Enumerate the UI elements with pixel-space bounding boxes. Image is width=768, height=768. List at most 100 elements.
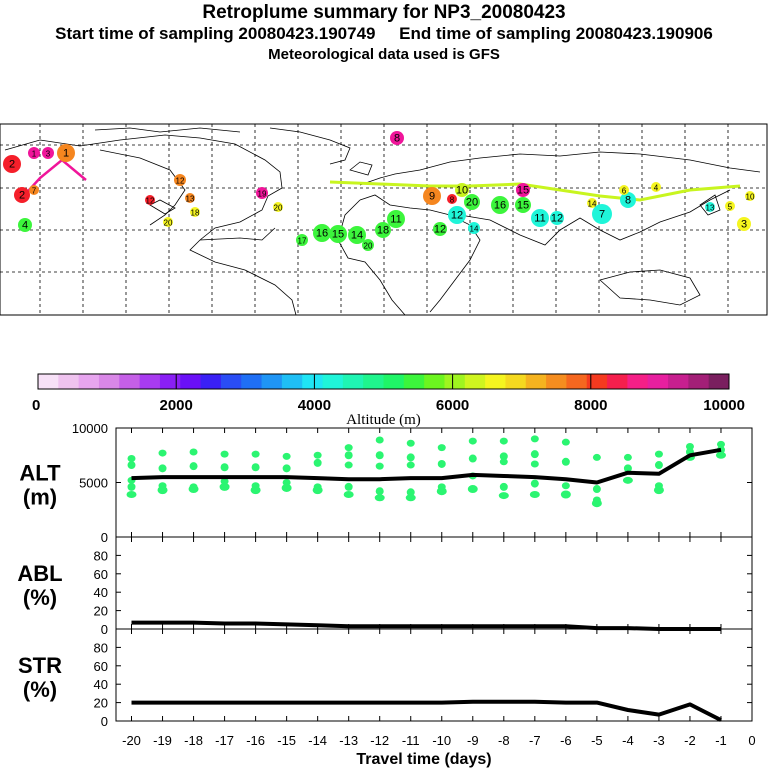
map-marker-dot [28, 147, 40, 159]
map-marker-dot [348, 226, 366, 244]
alt-scatter-point [375, 436, 384, 444]
abl-label: ABL [17, 561, 62, 586]
map-marker-dot [491, 196, 509, 214]
map-marker-label: 11 [534, 213, 545, 225]
map-marker-dot [390, 131, 404, 145]
alt-scatter-point [653, 486, 664, 495]
map-marker-label: 15 [517, 200, 529, 212]
map-marker: 6 [619, 185, 629, 196]
map-marker-dot [468, 222, 480, 234]
alt-scatter-point [375, 451, 384, 460]
map-marker-label: 1 [63, 148, 69, 160]
map-marker-dot [18, 218, 32, 232]
alt-scatter-point [592, 453, 601, 461]
alt-scatter-point [468, 454, 477, 463]
alt-scatter-point [530, 435, 539, 443]
map-marker: 11 [531, 209, 549, 227]
alt-scatter-point [499, 437, 508, 445]
map-marker-dot [57, 144, 75, 162]
map-marker: 15 [516, 183, 530, 197]
alt-scatter-point [127, 482, 136, 491]
abl-line [131, 620, 721, 631]
x-tick-label: -1 [715, 733, 727, 748]
map-marker-dot [745, 191, 755, 201]
map-marker-dot [14, 187, 30, 203]
map-marker-label: 1 [32, 150, 37, 159]
y-tick-label: 5000 [79, 476, 108, 491]
x-tick-label: -5 [591, 733, 603, 748]
colorbar-swatch [78, 374, 100, 389]
x-tick-label: -7 [529, 733, 541, 748]
map-marker-label: 2 [19, 190, 25, 202]
str-unit: (%) [23, 677, 57, 702]
map-marker-dot [42, 147, 54, 159]
map-marker: 7 [29, 185, 39, 196]
map-marker-dot [296, 234, 308, 246]
map-marker-label: 2 [9, 159, 15, 171]
colorbar-tick-label: 4000 [298, 397, 331, 414]
map-marker-label: 12 [451, 210, 463, 222]
map-marker: 16 [491, 196, 509, 214]
colorbar-swatch [119, 374, 141, 389]
alt-scatter-point [251, 450, 260, 458]
alt-scatter-point [560, 490, 571, 499]
colorbar-tick-label: 0 [32, 397, 40, 414]
y-tick-label: 60 [94, 659, 108, 674]
map-marker: 7 [592, 204, 612, 224]
map-marker: 13 [185, 193, 195, 204]
map-marker-label: 4 [654, 184, 659, 193]
map-marker-dot [185, 193, 195, 203]
x-axis-label: Travel time (days) [356, 751, 491, 768]
str-panel: 80 60 40 20 0 STR(%) [18, 628, 753, 729]
x-tick-label: -11 [402, 733, 420, 748]
alt-scatter-point [406, 453, 415, 462]
alt-scatter-point [189, 448, 198, 456]
time-series-panels: 1000050000ALT(m)806040200ABL(%)806040200… [17, 421, 755, 768]
map-marker-dot [651, 182, 661, 192]
map-marker-dot [705, 202, 715, 212]
map-marker-label: 15 [517, 185, 529, 197]
alt-scatter-point [498, 492, 509, 500]
alt-scatter-point [313, 451, 322, 459]
map-marker-label: 12 [551, 213, 563, 225]
map-marker: 20 [464, 194, 480, 210]
map-marker: 14 [468, 222, 480, 234]
alt-scatter-point [499, 458, 508, 466]
alt-scatter-point [220, 477, 229, 485]
y-tick-label: 40 [94, 677, 108, 692]
alt-scatter-point [623, 464, 632, 473]
alt-scatter-point [591, 499, 602, 508]
y-tick-label: 0 [101, 530, 108, 545]
alt-scatter-point [530, 450, 539, 459]
map-marker: 15 [329, 225, 347, 243]
colorbar-swatch [566, 374, 588, 389]
x-tick-label: -16 [246, 733, 265, 748]
map-marker-label: 20 [364, 242, 373, 251]
map-marker: 10 [455, 183, 469, 197]
x-tick-label: -17 [215, 733, 234, 748]
alt-scatter-point [313, 458, 322, 467]
map-marker: 5 [725, 201, 735, 212]
alt-scatter-point [530, 460, 539, 468]
alt-scatter-point [188, 485, 199, 494]
colorbar-swatch [220, 374, 242, 389]
map-marker-label: 20 [164, 219, 173, 228]
map-marker: 12 [448, 206, 466, 224]
alt-scatter-point [561, 482, 570, 490]
str-frame [115, 628, 753, 722]
map-marker-dot [3, 155, 21, 173]
map-marker: 17 [296, 234, 308, 246]
colorbar-swatch [647, 374, 669, 389]
map-marker: 8 [620, 192, 636, 208]
colorbar-swatch [200, 374, 222, 389]
map-marker: 3 [42, 147, 54, 159]
map-marker-label: 13 [706, 204, 715, 213]
colorbar-swatch [627, 374, 649, 389]
abl-frame [115, 536, 753, 630]
alt-scatter-point [499, 452, 508, 461]
alt-scatter-point [375, 487, 384, 496]
x-tick-label: -13 [339, 733, 358, 748]
alt-scatter-point [406, 488, 415, 497]
map-marker-dot [587, 198, 597, 208]
colorbar-swatch [688, 374, 710, 389]
